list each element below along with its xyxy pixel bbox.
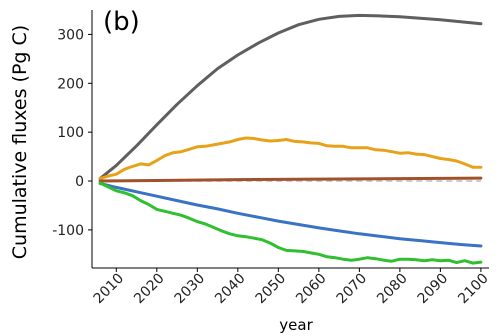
y-axis-title: Cumulative fluxes (Pg C) [9, 25, 31, 259]
x-tick-label: 2040 [212, 271, 249, 308]
axes [91, 10, 489, 269]
series-line-2 [98, 136, 483, 181]
series-line-5 [98, 181, 483, 265]
y-ticks: -100 0 100 200 300 [52, 27, 92, 239]
x-axis-title: year [279, 316, 313, 334]
panel-label: (b) [103, 7, 140, 37]
x-tick-label: 2060 [293, 271, 330, 308]
x-tick-label: 2090 [415, 271, 452, 308]
series-line-3 [98, 176, 483, 183]
y-tick-label: 200 [57, 76, 84, 92]
series-line-4 [98, 182, 483, 248]
y-tick-label: 300 [57, 27, 84, 43]
x-tick-label: 2050 [253, 271, 290, 308]
x-tick-label: 2010 [91, 271, 128, 308]
x-tick-label: 2070 [334, 271, 371, 308]
x-tick-label: 2030 [172, 271, 209, 308]
x-tick-label: 2020 [131, 271, 168, 308]
y-tick-label: -100 [52, 223, 84, 239]
y-tick-label: 0 [75, 174, 84, 190]
plot-lines [98, 13, 483, 265]
y-tick-label: 100 [57, 125, 84, 141]
x-tick-label: 2100 [455, 271, 492, 308]
x-ticks: 2010 2020 2030 2040 2050 2060 2070 2080 2090 2100 [91, 268, 492, 307]
series-line-1 [98, 13, 483, 181]
x-tick-label: 2080 [374, 271, 411, 308]
